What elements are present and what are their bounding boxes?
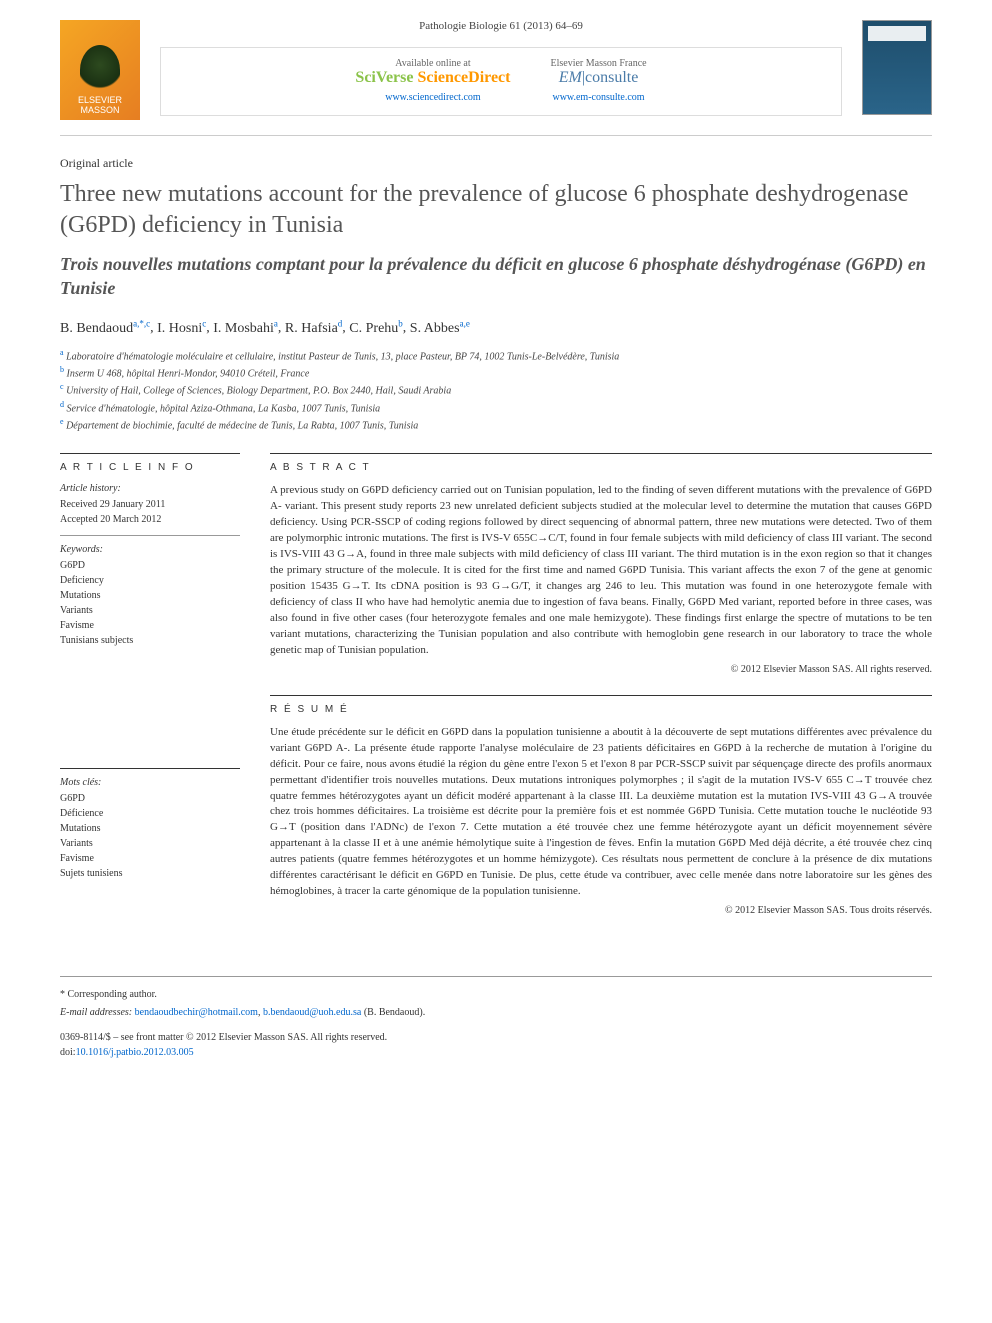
affiliation: d Service d'hématologie, hôpital Aziza-O… [60,399,932,416]
doi-line: doi:10.1016/j.patbio.2012.03.005 [60,1045,932,1060]
article-type: Original article [60,156,932,171]
keyword: Mutations [60,588,240,603]
article-info-section: A R T I C L E I N F O Article history: R… [60,453,240,648]
affiliation: b Inserm U 468, hôpital Henri-Mondor, 94… [60,364,932,381]
content-columns: A R T I C L E I N F O Article history: R… [60,453,932,936]
article-title-english: Three new mutations account for the prev… [60,179,932,241]
article-title-french: Trois nouvelles mutations comptant pour … [60,253,932,300]
accepted-date: Accepted 20 March 2012 [60,512,240,527]
abstract-column: A B S T R A C T A previous study on G6PD… [270,453,932,936]
email-author-name: (B. Bendaoud). [364,1007,425,1018]
sciencedirect-col: Available online at SciVerse ScienceDire… [355,58,510,105]
resume-text: Une étude précédente sur le déficit en G… [270,725,932,900]
mot-cle: Déficience [60,806,240,821]
emconsulte-logo: EM|consulte [550,69,646,87]
affiliations-list: a Laboratoire d'hématologie moléculaire … [60,347,932,434]
available-online-label: Available online at [355,58,510,69]
author: C. Prehub [349,321,403,336]
keyword: G6PD [60,558,240,573]
resume-heading: R É S U M É [270,695,932,715]
mot-cle: Favisme [60,851,240,866]
mots-cles-label: Mots clés: [60,777,240,788]
abstract-heading: A B S T R A C T [270,453,932,473]
abstract-copyright: © 2012 Elsevier Masson SAS. All rights r… [270,664,932,675]
keyword: Tunisians subjects [60,633,240,648]
author: I. Hosnic [157,321,206,336]
keyword: Deficiency [60,573,240,588]
affiliation: e Département de biochimie, faculté de m… [60,416,932,433]
journal-reference: Pathologie Biologie 61 (2013) 64–69 [160,20,842,32]
history-label: Article history: [60,483,240,494]
email-label: E-mail addresses: [60,1007,132,1018]
publisher-logo: ELSEVIER MASSON [60,20,140,120]
mot-cle: G6PD [60,791,240,806]
corresponding-author-note: * Corresponding author. [60,987,932,1002]
issn-line: 0369-8114/$ – see front matter © 2012 El… [60,1030,932,1045]
mots-cles-section: Mots clés: G6PD Déficience Mutations Var… [60,768,240,881]
received-date: Received 29 January 2011 [60,497,240,512]
abstract-text: A previous study on G6PD deficiency carr… [270,483,932,658]
author-email-link[interactable]: b.bendaoud@uoh.edu.sa [263,1007,361,1018]
page-footer: * Corresponding author. E-mail addresses… [60,976,932,1060]
affiliation: c University of Hail, College of Science… [60,381,932,398]
author: B. Bendaouda,*,c [60,321,150,336]
emconsulte-col: Elsevier Masson France EM|consulte www.e… [550,58,646,105]
resume-copyright: © 2012 Elsevier Masson SAS. Tous droits … [270,905,932,916]
mot-cle: Sujets tunisiens [60,866,240,881]
divider [60,535,240,536]
article-info-sidebar: A R T I C L E I N F O Article history: R… [60,453,240,936]
elsevier-tree-icon [80,45,120,95]
journal-cover-thumbnail [862,20,932,115]
mot-cle: Variants [60,836,240,851]
affiliation: a Laboratoire d'hématologie moléculaire … [60,347,932,364]
doi-link[interactable]: 10.1016/j.patbio.2012.03.005 [76,1047,194,1058]
keywords-label: Keywords: [60,544,240,555]
author: R. Hafsiad [285,321,342,336]
mot-cle: Mutations [60,821,240,836]
author-list: B. Bendaouda,*,c, I. Hosnic, I. Mosbahia… [60,318,932,337]
header-center: Pathologie Biologie 61 (2013) 64–69 Avai… [140,20,862,116]
keyword: Variants [60,603,240,618]
masson-france-label: Elsevier Masson France [550,58,646,69]
email-line: E-mail addresses: bendaoudbechir@hotmail… [60,1005,932,1020]
keyword: Favisme [60,618,240,633]
emconsulte-link[interactable]: www.em-consulte.com [552,92,644,103]
article-info-heading: A R T I C L E I N F O [60,462,240,473]
author: I. Mosbahia [213,321,278,336]
author-email-link[interactable]: bendaoudbechir@hotmail.com [135,1007,258,1018]
article-header: ELSEVIER MASSON Pathologie Biologie 61 (… [60,20,932,136]
author: S. Abbesa,e [410,321,470,336]
availability-box: Available online at SciVerse ScienceDire… [160,47,842,116]
sciencedirect-link[interactable]: www.sciencedirect.com [385,92,480,103]
sciverse-logo: SciVerse ScienceDirect [355,69,510,87]
publisher-name: ELSEVIER MASSON [65,95,135,115]
doi-label: doi: [60,1047,76,1058]
